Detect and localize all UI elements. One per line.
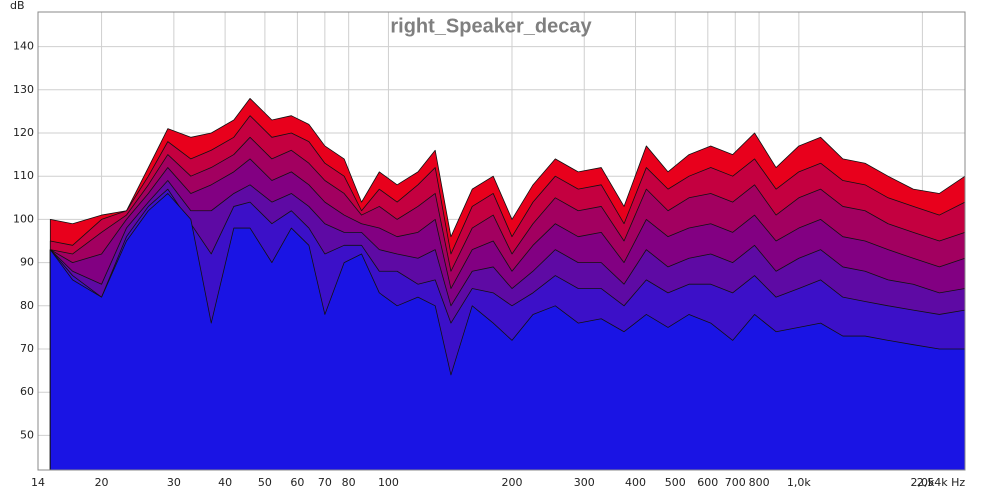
tick-labels: 50 60 70 80 90 100 110 120 130 140 14 20 30 40 50 60 70 8…	[13, 40, 965, 489]
plot-border	[37, 11, 966, 471]
y-tick-label: 50	[20, 428, 34, 441]
y-tick-label: 60	[20, 385, 34, 398]
x-tick-label: 800	[749, 476, 770, 489]
x-tick-label: 20	[95, 476, 109, 489]
x-tick-label: 1,0k	[787, 476, 811, 489]
x-tick-label: 30	[167, 476, 181, 489]
y-tick-label: 130	[13, 83, 34, 96]
y-tick-label: 80	[20, 299, 34, 312]
y-unit: dB	[10, 0, 25, 12]
x-tick-label: 100	[378, 476, 399, 489]
x-tick-label: 2,0k	[910, 476, 934, 489]
y-tick-label: 120	[13, 126, 34, 139]
x-tick-label: 80	[342, 476, 356, 489]
x-tick-label: 600	[697, 476, 718, 489]
y-tick-label: 140	[13, 40, 34, 53]
x-tick-label: 700	[725, 476, 746, 489]
x-tick-label: 14	[31, 476, 45, 489]
y-tick-label: 100	[13, 212, 34, 225]
y-tick-label: 110	[13, 169, 34, 182]
x-tick-label: 300	[574, 476, 595, 489]
decay-slice	[49, 193, 966, 471]
x-tick-label: 500	[665, 476, 686, 489]
x-tick-label: 70	[318, 476, 332, 489]
x-tick-label: 200	[501, 476, 522, 489]
x-tick-label: 2,54k Hz	[917, 476, 966, 489]
x-tick-label: 50	[258, 476, 272, 489]
y-tick-label: 70	[20, 342, 34, 355]
chart-title: right_Speaker_decay	[390, 15, 592, 37]
x-tick-label: 40	[218, 476, 232, 489]
x-tick-label: 400	[625, 476, 646, 489]
plot-areas	[49, 98, 966, 471]
x-tick-label: 60	[290, 476, 304, 489]
y-tick-label: 90	[20, 256, 34, 269]
